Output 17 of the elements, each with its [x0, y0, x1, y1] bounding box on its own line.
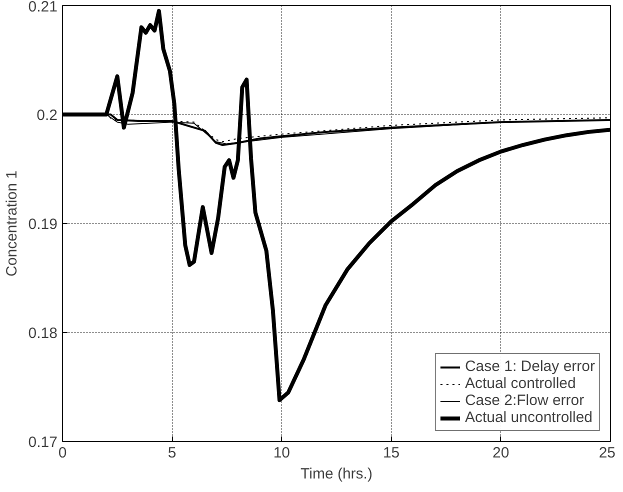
x-tick-label: 0 [58, 444, 67, 462]
x-tick-label: 25 [598, 444, 616, 462]
legend-label: Actual controlled [464, 375, 576, 392]
legend-label: Case 2:Flow error [464, 392, 584, 409]
x-axis-title: Time (hrs.) [300, 466, 372, 482]
legend-label: Actual uncontrolled [464, 409, 593, 426]
y-axis-title: Concentration 1 [3, 170, 20, 276]
y-tick-label: 0.2 [36, 107, 58, 124]
y-tick-label: 0.19 [28, 216, 58, 233]
x-tick-label: 5 [168, 444, 176, 462]
y-tick-label: 0.21 [28, 0, 58, 16]
legend-label: Case 1: Delay error [464, 358, 595, 375]
x-tick-label: 10 [273, 444, 290, 462]
y-tick-label: 0.17 [28, 434, 58, 451]
x-tick-label: 15 [382, 444, 400, 462]
x-tick-label: 20 [492, 444, 510, 462]
y-tick-label: 0.18 [28, 325, 58, 342]
